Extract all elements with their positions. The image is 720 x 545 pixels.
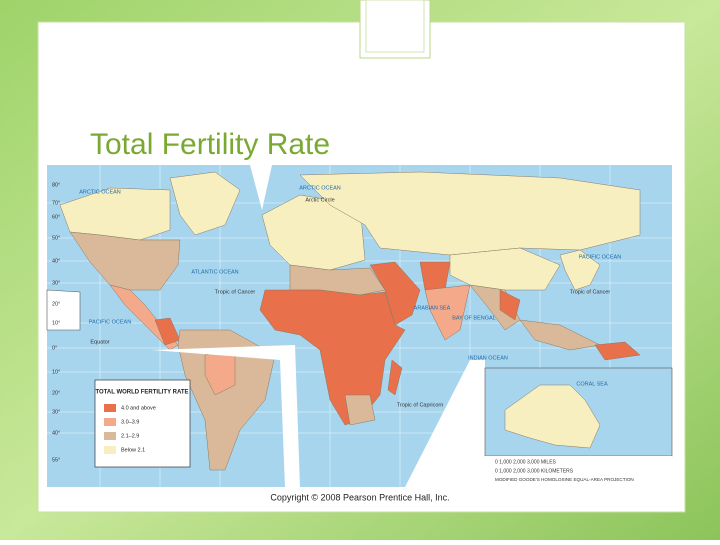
decoration: [365, 0, 425, 53]
legend-title: TOTAL WORLD FERTILITY RATE: [95, 390, 188, 396]
map-label: BAY OF BENGAL: [452, 315, 496, 321]
copyright: Copyright © 2008 Pearson Prentice Hall, …: [270, 492, 449, 502]
map: [46, 165, 673, 487]
scale-km: 0 1,000 2,000 3,000 KILOMETERS: [495, 468, 574, 474]
australia: [504, 384, 601, 449]
legend-label: 2.1–2.9: [121, 433, 139, 439]
map-label: Equator: [90, 339, 109, 345]
legend-swatch: [104, 432, 116, 440]
legend-swatch: [104, 446, 116, 454]
map-label: CORAL SEA: [576, 381, 608, 387]
map-label: Tropic of Cancer: [215, 289, 256, 295]
map-label: Arctic Circle: [305, 197, 334, 203]
inset-box: [46, 289, 81, 331]
latitude-label: 55°: [52, 457, 60, 463]
map-label: PACIFIC OCEAN: [89, 319, 131, 325]
map-label: ARCTIC OCEAN: [79, 189, 121, 195]
decoration: [359, 0, 431, 59]
legend-swatch: [104, 418, 116, 426]
latitude-label: 40°: [52, 258, 60, 264]
projection-gap: [250, 165, 272, 210]
latitude-label: 10°: [52, 320, 60, 326]
projection: MODIFIED GOODE'S HOMOLOSINE EQUAL-AREA P…: [495, 477, 634, 482]
latitude-label: 30°: [52, 409, 60, 415]
legend: [94, 379, 191, 468]
latitude-label: 80°: [52, 182, 60, 188]
legend-swatch: [104, 404, 116, 412]
projection-gap: [405, 360, 485, 487]
latitude-label: 40°: [52, 430, 60, 436]
legend-label: Below 2.1: [121, 447, 145, 453]
scale-area: [485, 456, 672, 487]
latitude-label: 20°: [52, 390, 60, 396]
latitude-label: 20°: [52, 301, 60, 307]
countries: [59, 171, 641, 471]
legend-label: 3.0–3.9: [121, 419, 139, 425]
slide-title: Total Fertility Rate: [90, 128, 330, 161]
legend-label: 4.0 and above: [121, 405, 156, 411]
map-label: ATLANTIC OCEAN: [191, 269, 238, 275]
projection-gap: [152, 345, 300, 487]
map-label: PACIFIC OCEAN: [579, 254, 621, 260]
map-label: ARABIAN SEA: [414, 305, 451, 311]
latitude-label: 70°: [52, 200, 60, 206]
map-label: Tropic of Cancer: [570, 289, 611, 295]
latitude-label: 0°: [52, 345, 57, 351]
latitude-label: 10°: [52, 369, 60, 375]
map-label: ARCTIC OCEAN: [299, 185, 341, 191]
latitude-label: 50°: [52, 235, 60, 241]
latitude-label: 30°: [52, 280, 60, 286]
map-label: Tropic of Capricorn: [397, 402, 444, 408]
map-label: INDIAN OCEAN: [468, 355, 508, 361]
latitude-label: 60°: [52, 214, 60, 220]
scale-miles: 0 1,000 2,000 3,000 MILES: [495, 459, 557, 465]
